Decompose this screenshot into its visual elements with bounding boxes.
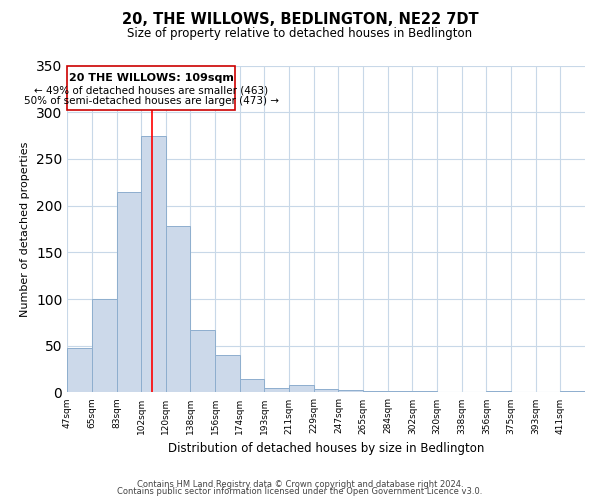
Bar [92,299,116,392]
Bar [338,390,363,392]
Bar [141,136,166,392]
Text: ← 49% of detached houses are smaller (463): ← 49% of detached houses are smaller (46… [34,85,268,95]
Text: Size of property relative to detached houses in Bedlington: Size of property relative to detached ho… [127,28,473,40]
X-axis label: Distribution of detached houses by size in Bedlington: Distribution of detached houses by size … [168,442,484,455]
Text: 20, THE WILLOWS, BEDLINGTON, NE22 7DT: 20, THE WILLOWS, BEDLINGTON, NE22 7DT [122,12,478,28]
Bar [190,330,215,392]
Y-axis label: Number of detached properties: Number of detached properties [20,142,31,316]
Bar [265,388,289,392]
Bar [240,380,265,392]
Bar [314,388,338,392]
Bar [116,192,141,392]
Bar [67,66,235,110]
Text: Contains HM Land Registry data © Crown copyright and database right 2024.: Contains HM Land Registry data © Crown c… [137,480,463,489]
Text: 50% of semi-detached houses are larger (473) →: 50% of semi-detached houses are larger (… [23,96,278,106]
Text: 20 THE WILLOWS: 109sqm: 20 THE WILLOWS: 109sqm [68,73,233,83]
Bar [289,385,314,392]
Bar [67,348,92,393]
Bar [560,390,585,392]
Bar [166,226,190,392]
Bar [215,355,240,393]
Text: Contains public sector information licensed under the Open Government Licence v3: Contains public sector information licen… [118,487,482,496]
